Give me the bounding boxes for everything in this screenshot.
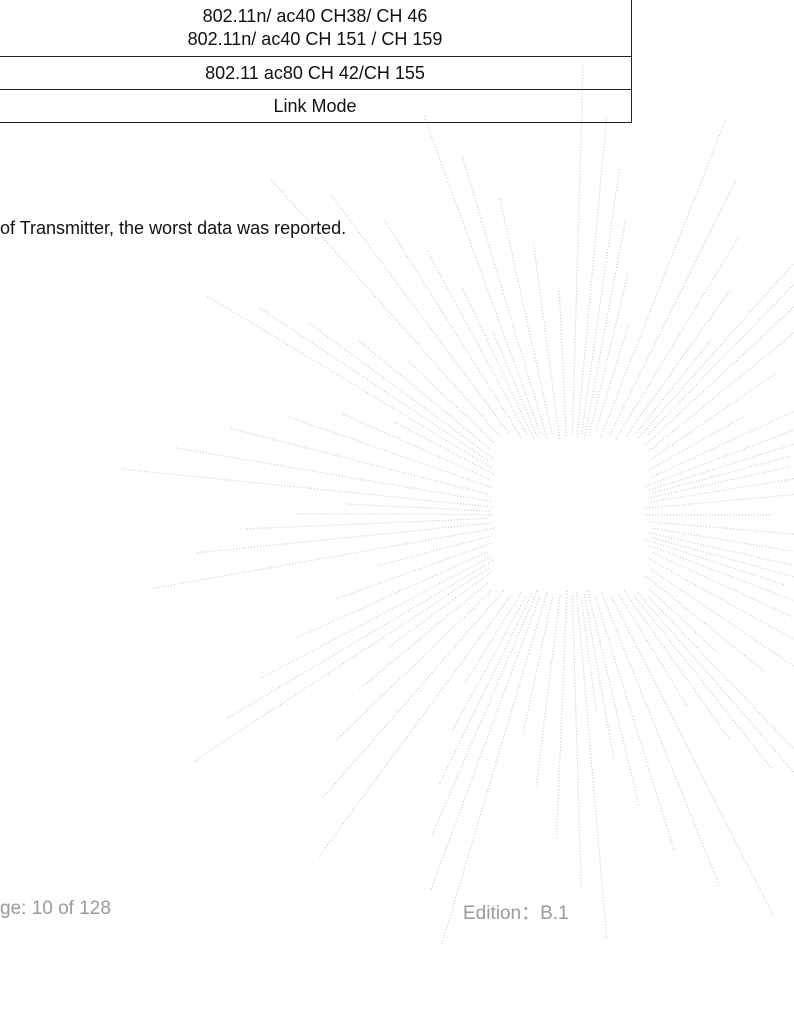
watermark-ray — [652, 373, 776, 458]
table-cell: 802.11n/ ac40 CH38/ CH 46 802.11n/ ac40 … — [0, 0, 632, 57]
cell-line: 802.11n/ ac40 CH38/ CH 46 — [0, 5, 631, 28]
watermark-ray — [648, 467, 790, 498]
watermark-ray — [646, 382, 794, 486]
table-row: Link Mode — [0, 90, 632, 123]
watermark-ray — [649, 545, 794, 675]
watermark-ray — [260, 557, 490, 678]
watermark-ray — [601, 120, 726, 438]
watermark-ray — [626, 291, 729, 436]
watermark-ray — [651, 336, 794, 477]
watermark-ray — [533, 242, 559, 439]
watermark-ray — [577, 117, 607, 438]
watermark-ray — [610, 179, 737, 434]
watermark-ray — [393, 421, 494, 474]
table-row: 802.11n/ ac40 CH38/ CH 46 802.11n/ ac40 … — [0, 0, 632, 57]
watermark-ray — [649, 522, 794, 551]
watermark-ray — [336, 591, 491, 740]
watermark-ray — [595, 596, 674, 849]
watermark-ray — [601, 593, 719, 886]
watermark-ray — [464, 593, 522, 685]
watermark-ray — [584, 594, 614, 761]
watermark-ray — [649, 326, 794, 451]
watermark-ray — [331, 194, 509, 432]
watermark-ray — [523, 597, 552, 735]
watermark-ray — [648, 416, 744, 471]
watermark-ray — [407, 360, 494, 443]
watermark-ray — [612, 597, 774, 916]
watermark-ray — [358, 583, 488, 690]
watermark-ray — [651, 570, 794, 683]
watermark-ray — [424, 116, 540, 433]
watermark-ray — [648, 228, 794, 434]
watermark-ray — [639, 178, 794, 437]
watermark-ray — [649, 417, 794, 490]
watermark-ray — [649, 589, 716, 652]
watermark-ray — [450, 597, 525, 734]
watermark-ray — [176, 448, 491, 502]
watermark-ray — [462, 156, 547, 438]
table-cell: 802.11 ac80 CH 42/CH 155 — [0, 57, 632, 90]
watermark-ray — [636, 340, 711, 433]
watermark-ray — [577, 593, 607, 939]
watermark-ray — [584, 220, 625, 439]
watermark-ray — [616, 237, 738, 439]
watermark-ray — [638, 593, 794, 798]
watermark-ray — [427, 251, 526, 434]
watermark-ray — [648, 558, 794, 685]
watermark-ray — [651, 443, 794, 502]
channel-table: 802.11n/ ac40 CH38/ CH 46 802.11n/ ac40 … — [0, 0, 632, 123]
edition: Edition：B.1 — [463, 898, 569, 925]
watermark-ray — [323, 591, 503, 797]
watermark-ray — [432, 591, 538, 836]
watermark-ray — [194, 568, 490, 762]
page: {"table": {"rows": [["802.11n/ ac40 CH38… — [0, 0, 794, 1011]
watermark-ray — [296, 552, 487, 638]
watermark-ray — [308, 322, 492, 458]
watermark-ray — [151, 528, 494, 588]
watermark-ray — [634, 596, 772, 770]
watermark-ray — [206, 295, 491, 467]
table-cell: Link Mode — [0, 90, 632, 123]
watermark-ray — [648, 532, 794, 586]
watermark-ray — [500, 198, 552, 435]
watermark-ray — [652, 528, 794, 575]
watermark-ray — [388, 571, 492, 647]
watermark — [0, 0, 794, 1011]
watermark-ray — [384, 219, 522, 438]
watermark-ray — [559, 290, 566, 436]
watermark-ray — [197, 523, 491, 553]
watermark-ray — [431, 596, 540, 890]
watermark-ray — [335, 543, 493, 600]
watermark-ray — [441, 593, 547, 947]
page-number: ge: 10 of 128 — [0, 898, 111, 920]
watermark-ray — [589, 272, 628, 436]
watermark-ray — [536, 594, 560, 788]
watermark-ray — [226, 560, 494, 719]
watermark-ray — [652, 444, 794, 493]
watermark-ray — [649, 597, 794, 822]
watermark-ray — [318, 596, 510, 858]
watermark-ray — [463, 289, 534, 439]
watermark-ray — [439, 594, 531, 785]
watermark-ray — [345, 504, 489, 511]
watermark-ray — [287, 416, 493, 488]
watermark-ray — [652, 553, 794, 682]
watermark-ray — [122, 469, 494, 507]
table-row: 802.11 ac80 CH 42/CH 155 — [0, 57, 632, 90]
watermark-ray — [572, 596, 581, 890]
note-text: of Transmitter, the worst data was repor… — [0, 218, 346, 239]
watermark-ray — [646, 540, 784, 585]
cell-line: 802.11n/ ac40 CH 151 / CH 159 — [0, 28, 631, 51]
watermark-ray — [582, 169, 620, 435]
watermark-ray — [557, 591, 567, 840]
watermark-ray — [377, 536, 490, 566]
watermark-ray — [295, 514, 492, 515]
